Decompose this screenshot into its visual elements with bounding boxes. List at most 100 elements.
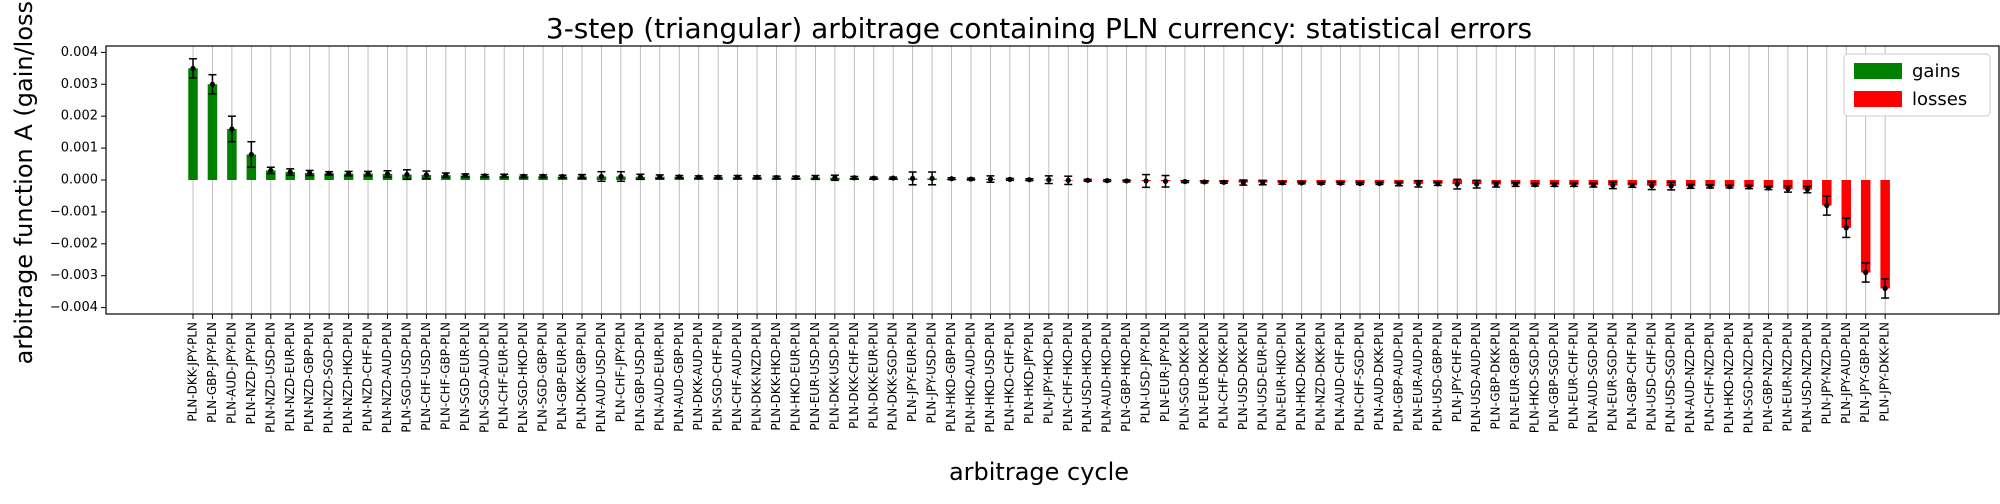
data-point [657,174,663,180]
x-tick-label: PLN-DKK-JPY-PLN [186,322,200,422]
x-tick-label: PLN-GBP-EUR-PLN [555,322,569,430]
x-tick-label: PLN-HKD-SGD-PLN [1528,322,1542,433]
data-point [1688,183,1694,189]
x-tick-label: PLN-HKD-DKK-PLN [1294,322,1308,431]
bar [227,128,237,180]
data-point [968,176,974,182]
data-point [1299,180,1305,186]
data-point [346,171,352,177]
x-tick-label: PLN-CHF-JPY-PLN [613,322,627,422]
x-tick-label: PLN-EUR-NZD-PLN [1780,322,1794,431]
data-point [1804,186,1810,193]
x-tick-label: PLN-NZD-DKK-PLN [1314,322,1328,431]
y-tick-label: 0.003 [61,77,98,92]
x-tick-label: PLN-JPY-HKD-PLN [1041,322,1055,424]
x-tick-label: PLN-CHF-DKK-PLN [1216,322,1230,429]
x-tick-label: PLN-CHF-HKD-PLN [1061,322,1075,431]
data-point [1007,176,1013,182]
data-point [1843,225,1849,231]
y-axis-label: arbitrage function A (gain/loss) [10,0,38,364]
data-point [1726,184,1733,190]
bar [343,173,354,180]
x-tick-label: PLN-HKD-EUR-PLN [788,322,802,431]
data-point [676,174,682,180]
data-point [384,171,391,177]
bar [1705,180,1715,187]
x-tick-label: PLN-AUD-NZD-PLN [1683,322,1697,433]
x-tick-label: PLN-NZD-HKD-PLN [341,322,355,433]
x-tick-label: PLN-NZD-JPY-PLN [244,322,258,424]
x-tick-label: PLN-GBP-JPY-PLN [205,322,219,423]
bar [1841,180,1851,228]
data-point [1124,178,1130,184]
bar [1802,180,1813,190]
data-point [404,171,410,178]
data-point [1707,183,1713,189]
x-tick-label: PLN-GBP-SGD-PLN [1547,322,1561,432]
x-tick-label: PLN-CHF-SGD-PLN [1353,322,1367,431]
x-tick-label: PLN-DKK-HKD-PLN [769,322,783,431]
x-tick-label: PLN-JPY-EUR-PLN [905,322,919,422]
chart-title: 3-step (triangular) arbitrage containing… [546,12,1532,45]
data-point [248,151,254,158]
data-point [559,173,566,180]
x-tick-label: PLN-SGD-NZD-PLN [1742,322,1756,433]
data-point [1221,179,1227,185]
data-point [1571,182,1577,188]
x-tick-label: PLN-DKK-EUR-PLN [866,322,880,429]
x-tick-label: PLN-EUR-JPY-PLN [1158,322,1172,422]
x-tick-label: PLN-USD-DKK-PLN [1236,322,1250,430]
x-tick-label: PLN-CHF-EUR-PLN [497,322,511,429]
data-point [579,173,585,180]
bar [1763,180,1774,188]
data-point [618,173,624,180]
data-point [190,65,196,71]
bars [188,68,1890,289]
legend-swatch-losses [1854,91,1902,107]
bar [207,84,218,180]
y-tick-label: −0.002 [50,236,98,251]
data-point [1863,269,1869,276]
data-point [1415,181,1421,187]
x-tick-label: PLN-CHF-NZD-PLN [1703,322,1717,432]
data-point [773,174,780,181]
legend: gains losses [1843,53,1991,117]
x-tick-label: PLN-USD-AUD-PLN [1469,322,1483,432]
data-point [1824,202,1830,209]
bar [1860,180,1871,273]
bar [1724,180,1735,187]
bar [304,172,315,180]
x-tick-label: PLN-GBP-DKK-PLN [1489,322,1503,429]
data-point [482,173,488,179]
bar [1685,180,1696,187]
y-tick-label: 0.002 [61,109,98,124]
data-point [423,172,429,178]
data-point [696,174,702,180]
data-point [540,173,546,179]
x-tick-label: PLN-AUD-DKK-PLN [1372,322,1386,430]
x-tick-label: PLN-NZD-GBP-PLN [302,322,316,432]
data-point [910,175,916,182]
x-tick-label: PLN-CHF-GBP-PLN [438,322,452,430]
x-tick-label: PLN-USD-JPY-PLN [1139,322,1153,424]
data-point [890,175,896,181]
x-tick-label: PLN-AUD-CHF-PLN [1333,322,1347,431]
data-point [1162,178,1169,184]
x-axis-ticks: PLN-DKK-JPY-PLN PLN-GBP-JPY-PLN PLN-AUD-JP… [186,314,1892,433]
data-point [1376,180,1383,187]
x-tick-label: PLN-USD-HKD-PLN [1080,322,1094,433]
x-tick-label: PLN-JPY-AUD-PLN [1839,322,1853,424]
y-tick-label: 0.001 [61,141,98,156]
x-tick-label: PLN-EUR-SGD-PLN [1605,322,1619,431]
x-tick-label: PLN-AUD-GBP-PLN [672,322,686,432]
data-point [871,175,877,181]
legend-label-losses: losses [1912,89,1967,110]
x-tick-label: PLN-SGD-AUD-PLN [477,322,491,433]
x-tick-label: PLN-JPY-NZD-PLN [1819,322,1833,424]
legend-label-gains: gains [1912,61,1960,82]
data-point [462,172,468,179]
x-tick-label: PLN-NZD-SGD-PLN [322,322,336,433]
data-point [1065,177,1071,183]
data-point [287,169,293,175]
